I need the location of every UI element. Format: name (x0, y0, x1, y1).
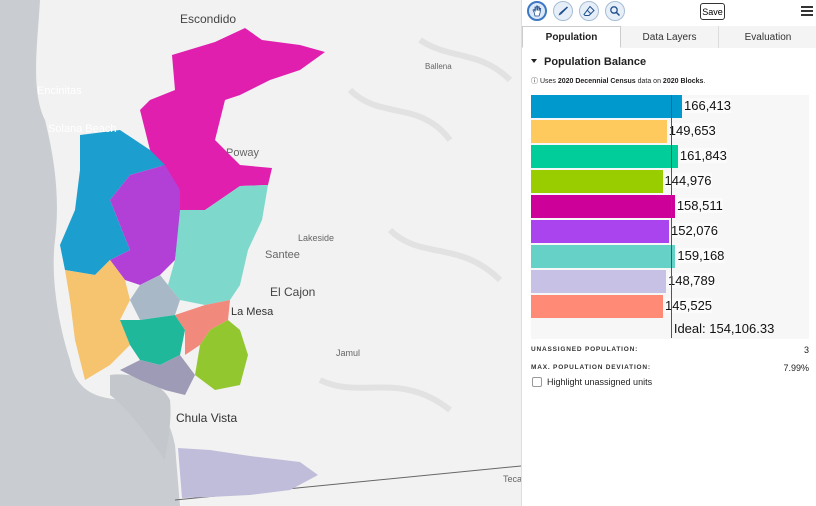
district-5[interactable] (140, 28, 325, 210)
district-3[interactable] (120, 315, 185, 365)
population-bar[interactable] (531, 270, 666, 293)
population-bar-label: 149,653 (668, 123, 716, 138)
place-label: Teca (503, 474, 523, 484)
district-map[interactable] (0, 0, 521, 506)
max-deviation-value: 7.99% (783, 363, 809, 373)
note-units: 2020 Blocks (662, 78, 704, 85)
district-boundary-area (130, 275, 180, 320)
district-8-north[interactable] (120, 355, 195, 395)
magnifier-icon (610, 6, 621, 17)
note-prefix: ⓘ Uses (531, 78, 558, 85)
population-bar[interactable] (531, 245, 676, 268)
bay (110, 374, 171, 460)
highlight-label: Highlight unassigned units (547, 377, 653, 387)
population-bar[interactable] (531, 95, 682, 118)
place-label: Chula Vista (176, 411, 238, 425)
district-2[interactable] (65, 260, 130, 380)
place-label: Encinitas (37, 85, 82, 97)
map-canvas[interactable] (0, 0, 521, 506)
tab-evaluation[interactable]: Evaluation (719, 26, 816, 48)
highlight-unassigned-toggle[interactable]: Highlight unassigned units (532, 377, 652, 387)
hand-icon (532, 5, 542, 17)
highlight-checkbox[interactable] (532, 377, 542, 387)
place-label: Jamul (336, 348, 361, 358)
place-label: Solana Beach (48, 123, 117, 135)
place-label: Escondido (180, 12, 237, 26)
population-bar-label: 161,843 (679, 148, 727, 163)
hamburger-menu-icon[interactable] (801, 6, 813, 16)
tab-bar: Population Data Layers Evaluation (522, 26, 816, 48)
population-bar-label: 159,168 (677, 248, 725, 263)
brush-icon (558, 6, 568, 16)
population-balance-header[interactable]: Population Balance (531, 56, 646, 68)
toolbar: Save (522, 0, 816, 26)
population-bar[interactable] (531, 295, 664, 318)
district-1[interactable] (60, 130, 165, 275)
note-dataset: 2020 Decennial Census (557, 78, 636, 85)
section-title-text: Population Balance (544, 56, 647, 68)
eraser-icon (583, 5, 595, 16)
terrain (318, 37, 513, 413)
place-label: Ballena (425, 62, 452, 71)
district-6[interactable] (110, 165, 180, 285)
brush-tool-button[interactable] (553, 1, 573, 21)
note-mid: data on (635, 78, 663, 85)
district-8[interactable] (178, 448, 318, 498)
district-7[interactable] (168, 185, 268, 305)
caret-down-icon (531, 59, 537, 64)
population-bar-label: 144,976 (664, 173, 712, 188)
inspect-tool-button[interactable] (605, 1, 625, 21)
save-button[interactable]: Save (700, 3, 725, 20)
population-bar-label: 166,413 (684, 98, 731, 113)
ideal-population-label: Ideal: 154,106.33 (673, 321, 775, 336)
unassigned-population-value: 3 (803, 345, 809, 355)
eraser-tool-button[interactable] (579, 1, 599, 21)
tab-population[interactable]: Population (522, 26, 621, 48)
data-source-note: ⓘ Uses 2020 Decennial Census data on 202… (531, 76, 705, 86)
population-bar-label: 158,511 (676, 198, 723, 213)
tab-data-layers[interactable]: Data Layers (621, 26, 719, 48)
place-label: Poway (226, 147, 260, 159)
unassigned-population-label: UNASSIGNED POPULATION: (531, 346, 639, 353)
ideal-population-line (670, 95, 672, 338)
population-bar-label: 145,525 (665, 298, 713, 313)
population-bar[interactable] (531, 120, 667, 143)
place-label: Santee (265, 249, 300, 261)
population-bar-label: 152,076 (670, 223, 718, 238)
place-label: Lakeside (298, 233, 335, 243)
note-suffix: . (703, 78, 706, 85)
ocean (0, 0, 180, 506)
population-bar-label: 148,789 (668, 273, 715, 288)
population-bar-chart: 166,413 149,653 161,843 144,976 158,511 152,0… (531, 95, 809, 339)
place-label: El Cajon (270, 285, 316, 299)
place-label: La Mesa (231, 306, 274, 318)
side-panel: Save Population Data Layers Evaluation P… (521, 0, 816, 506)
population-bar[interactable] (531, 195, 675, 218)
max-deviation-label: MAX. POPULATION DEVIATION: (531, 364, 651, 371)
population-bar[interactable] (531, 170, 663, 193)
hand-pan-tool-button[interactable] (527, 1, 547, 21)
district-4[interactable] (195, 320, 248, 390)
population-bar[interactable] (531, 220, 669, 243)
population-bar[interactable] (531, 145, 678, 168)
district-9[interactable] (175, 300, 230, 355)
